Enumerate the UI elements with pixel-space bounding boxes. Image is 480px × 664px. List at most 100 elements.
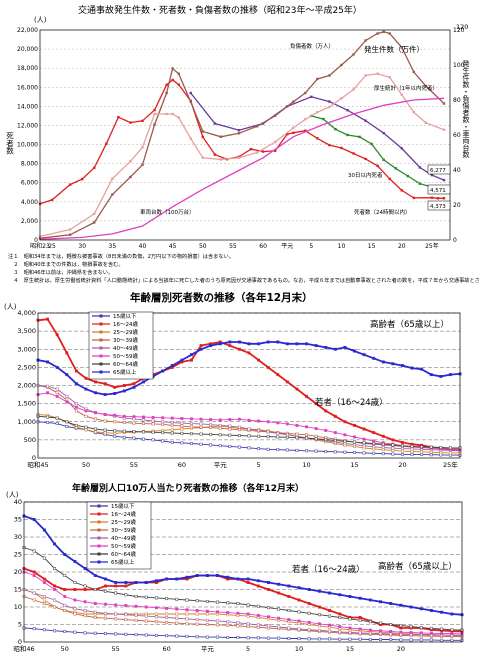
legend-label: 65歳以上: [111, 558, 135, 566]
data-point: [372, 451, 376, 455]
data-point: [305, 433, 308, 437]
data-point: [372, 445, 376, 449]
chart1-note: ４ 厚生統計は，厚生労働省統計資料「人口動態統計」による当該年に死亡した者のうち…: [8, 276, 480, 284]
chart3-x-ticks: 昭和46 50 55 60 平元 5 10 15 20: [13, 644, 405, 653]
data-point: [420, 450, 424, 454]
data-point: [32, 591, 36, 595]
legend-marker: [99, 362, 103, 366]
data-point: [165, 112, 168, 116]
data-point: [201, 135, 204, 139]
data-point: [412, 111, 416, 114]
data-point: [412, 196, 416, 200]
data-point: [53, 584, 57, 588]
data-point: [144, 605, 148, 609]
chart-deaths-by-age: 年齢層別死者数の推移（各年12月末） (人) 0 500 1,000 1,500 2,0…: [4, 291, 462, 469]
legend-marker: [99, 338, 103, 342]
data-point: [305, 425, 308, 429]
data-point: [170, 423, 174, 427]
chart2-annotations: 高齢者（65歳以上） 若者（16～24歳）: [315, 319, 449, 408]
data-point: [376, 32, 379, 35]
data-point: [55, 387, 59, 391]
data-point: [94, 430, 97, 434]
data-point: [317, 629, 321, 632]
data-point: [190, 353, 193, 357]
chart1-annotation: 負傷者数（万人）: [290, 42, 334, 50]
data-point: [358, 616, 362, 619]
data-point: [83, 631, 87, 635]
data-point: [177, 116, 180, 119]
legend-label: 16～24歳: [111, 510, 136, 518]
value-box: [427, 200, 451, 211]
data-point: [216, 619, 219, 623]
data-point: [134, 618, 138, 622]
data-point: [237, 417, 241, 421]
data-point: [307, 637, 311, 641]
data-point: [391, 362, 395, 366]
data-point: [236, 611, 240, 615]
legend-marker: [97, 504, 101, 508]
data-point: [53, 605, 57, 609]
data-point: [218, 426, 222, 430]
data-point: [201, 156, 204, 159]
data-point: [185, 612, 189, 616]
x-tick-label: 40: [139, 243, 147, 250]
data-point: [304, 118, 307, 121]
data-point: [277, 625, 281, 629]
data-point: [218, 342, 222, 346]
data-point: [368, 631, 372, 635]
data-point: [32, 518, 36, 521]
data-point: [399, 638, 403, 642]
data-point: [368, 598, 372, 602]
data-point: [209, 418, 213, 422]
chart3-series: [22, 514, 464, 642]
data-point: [388, 32, 391, 35]
data-point: [348, 617, 352, 621]
data-point: [63, 588, 67, 591]
data-point: [213, 122, 217, 125]
data-point: [132, 382, 136, 386]
data-point: [84, 428, 88, 432]
data-point: [104, 584, 107, 588]
series-annotation: 高齢者（65歳以上）: [378, 561, 457, 572]
data-point: [246, 636, 250, 640]
series-line-s65: [23, 515, 463, 616]
data-point: [450, 632, 454, 636]
data-point: [94, 411, 97, 415]
legend-label: 50～59歳: [111, 542, 136, 550]
chart1-right-axis-label: 発生件数・負傷者数・車両台数: [462, 59, 470, 159]
data-point: [42, 595, 46, 598]
data-point: [436, 197, 440, 200]
data-point: [352, 88, 355, 91]
data-point: [305, 394, 308, 398]
data-point: [249, 147, 253, 151]
data-point: [236, 602, 240, 605]
y-tick-label: 14,000: [17, 103, 38, 110]
data-point: [287, 626, 291, 630]
data-point: [74, 409, 78, 413]
data-point: [237, 428, 241, 432]
data-point: [338, 616, 342, 619]
data-point: [134, 604, 138, 608]
chart1-annotations: 負傷者数（万人） 発生件数（万件） 厚生統計（1年以内死者） 30日以内死者死者数（2…: [140, 42, 451, 216]
data-point: [83, 609, 87, 612]
y-tick-label: 16,000: [17, 84, 38, 91]
data-point: [68, 228, 72, 231]
y-tick-label: 3,500: [17, 327, 36, 335]
chart2-title: 年齢層別死者数の推移（各年12月末）: [130, 291, 313, 304]
data-point: [199, 347, 203, 351]
data-point: [175, 612, 179, 616]
y-right-tick-label: 0: [453, 237, 457, 244]
data-point: [362, 444, 366, 448]
y-tick-label: 8,000: [21, 161, 38, 168]
y-right-tick-label: 100: [453, 62, 465, 69]
data-point: [55, 416, 59, 420]
data-point: [314, 402, 318, 406]
data-point: [165, 620, 169, 624]
chart1-title: 交通事故発生件数・死者数・負傷者数の推移（昭和23年～平成25年）: [78, 4, 362, 16]
data-point: [358, 596, 362, 600]
data-point: [324, 438, 328, 441]
data-point: [257, 447, 261, 451]
data-point: [440, 632, 444, 636]
x-tick-label: 20: [398, 243, 406, 250]
series-line-deaths30d: [311, 115, 445, 192]
